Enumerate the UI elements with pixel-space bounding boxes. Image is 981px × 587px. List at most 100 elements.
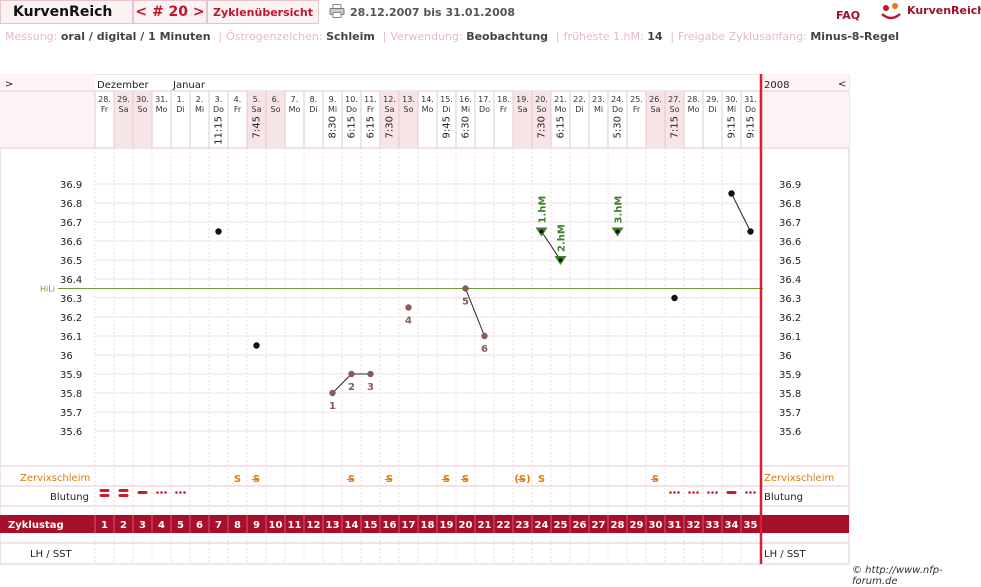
- brand-box: KurvenReich: [0, 0, 133, 24]
- lowtemp-count-label: 4: [405, 316, 412, 327]
- bleeding-light-dot: [160, 491, 163, 494]
- measure-time: 5:30: [613, 116, 624, 138]
- brand-title: KurvenReich: [13, 4, 113, 20]
- lowtemp-count-label: 1: [329, 401, 336, 412]
- day-number: 17.: [478, 95, 491, 104]
- cycle-day-number: 11: [288, 520, 302, 531]
- cycle-day-number: 33: [706, 520, 720, 531]
- day-number: 27.: [668, 95, 681, 104]
- cycle-day-number: 14: [345, 520, 359, 531]
- hm-label: 1.hM: [538, 196, 549, 224]
- bleeding-light-dot: [688, 491, 691, 494]
- cycle-day-number: 5: [177, 520, 184, 531]
- bleeding-light-dot: [156, 491, 159, 494]
- y-tick-label: 36.3: [60, 294, 82, 305]
- day-number: 2.: [196, 95, 204, 104]
- weekday: Fr: [367, 105, 375, 114]
- lowtemp-count-label: 5: [462, 297, 469, 308]
- weekday: Do: [745, 105, 756, 114]
- hm-label: 3.hM: [614, 196, 625, 224]
- weekday: Mi: [727, 105, 736, 114]
- bleeding-heavy-mark: [99, 489, 110, 492]
- y-tick-label-right: 36.4: [779, 275, 801, 286]
- mucus-symbol: S̶: [346, 474, 355, 485]
- lowtemp-count-label: 3: [367, 382, 374, 393]
- day-number: 23.: [592, 95, 605, 104]
- day-number: 26.: [649, 95, 662, 104]
- bleeding-light-dot: [669, 491, 672, 494]
- day-number: 14.: [421, 95, 434, 104]
- left-header-panel: [0, 74, 95, 148]
- y-tick-label-right: 36.7: [779, 218, 801, 229]
- mucus-symbol: S̶: [384, 474, 393, 485]
- measure-time: 7:30: [537, 116, 548, 138]
- weekend-shade: [399, 91, 418, 148]
- info-separator: |: [555, 30, 560, 43]
- cycle-nav-label[interactable]: < # 20 >: [135, 4, 205, 20]
- hm-label: 2.hM: [557, 224, 568, 252]
- chart-nav-next: <: [838, 79, 846, 90]
- measure-time: 7:45: [252, 116, 263, 138]
- y-tick-label: 36.4: [60, 275, 82, 286]
- cycle-day-number: 22: [497, 520, 511, 531]
- y-tick-label-right: 35.8: [779, 389, 801, 400]
- day-number: 5.: [253, 95, 261, 104]
- day-number: 16.: [459, 95, 472, 104]
- weekday: Do: [213, 105, 224, 114]
- chart-nav-prev: >: [5, 79, 13, 90]
- weekday: Mo: [555, 105, 567, 114]
- cycle-overview-link[interactable]: Zyklenübersicht: [207, 0, 319, 24]
- weekend-shade: [646, 91, 665, 148]
- cycle-overview-label[interactable]: Zyklenübersicht: [212, 6, 314, 19]
- info-value: oral / digital / 1 Minuten: [60, 30, 215, 43]
- weekday: Do: [346, 105, 357, 114]
- day-number: 28.: [98, 95, 111, 104]
- temp-point-counted: [348, 370, 355, 378]
- weekday: So: [138, 105, 148, 114]
- weekday: Di: [309, 105, 317, 114]
- temp-point: [539, 229, 544, 234]
- bleeding-light-dot: [749, 491, 752, 494]
- day-number: 13.: [402, 95, 415, 104]
- bleeding-heavy-mark: [99, 494, 110, 497]
- weekday: Di: [442, 105, 450, 114]
- weekday: Mi: [594, 105, 603, 114]
- weekday: Mi: [328, 105, 337, 114]
- info-value: 14: [647, 30, 667, 43]
- cycle-day-number: 19: [440, 520, 454, 531]
- cycle-day-number: 15: [364, 520, 378, 531]
- weekday: Di: [575, 105, 583, 114]
- cycle-day-number: 2: [120, 520, 127, 531]
- weekday: Do: [612, 105, 623, 114]
- y-tick-label-right: 36.6: [779, 237, 801, 248]
- row-label-lh-right: LH / SST: [764, 549, 807, 560]
- cycle-day-number: 6: [196, 520, 203, 531]
- temp-point: [558, 258, 563, 262]
- cycle-day-number: 16: [383, 520, 397, 531]
- month-label: Januar: [172, 80, 206, 91]
- printer-icon[interactable]: [329, 4, 345, 18]
- y-tick-label: 35.9: [60, 370, 82, 381]
- temp-point-counted: [481, 332, 488, 340]
- weekend-shade: [247, 91, 266, 148]
- weekday: Fr: [500, 105, 508, 114]
- y-tick-label: 36.1: [60, 332, 82, 343]
- faq-link[interactable]: FAQ: [836, 9, 861, 22]
- cycle-navigator[interactable]: < # 20 >: [133, 0, 207, 24]
- measure-time: 7:30: [385, 116, 396, 138]
- cycle-day-number: 24: [535, 520, 549, 531]
- mucus-symbol: S: [234, 474, 241, 485]
- cycle-day-number: 13: [326, 520, 340, 531]
- y-tick-label-right: 36.3: [779, 294, 801, 305]
- day-number: 7.: [291, 95, 299, 104]
- day-number: 21.: [554, 95, 567, 104]
- cycle-day-number: 18: [421, 520, 435, 531]
- temp-point-counted: [329, 389, 336, 397]
- weekday: Sa: [252, 105, 262, 114]
- day-number: 25.: [630, 95, 643, 104]
- y-tick-label: 36.8: [60, 199, 82, 210]
- temp-point: [615, 229, 620, 234]
- row-label-blutung: Blutung: [50, 492, 89, 503]
- bleeding-light-dot: [179, 491, 182, 494]
- day-number: 20.: [535, 95, 548, 104]
